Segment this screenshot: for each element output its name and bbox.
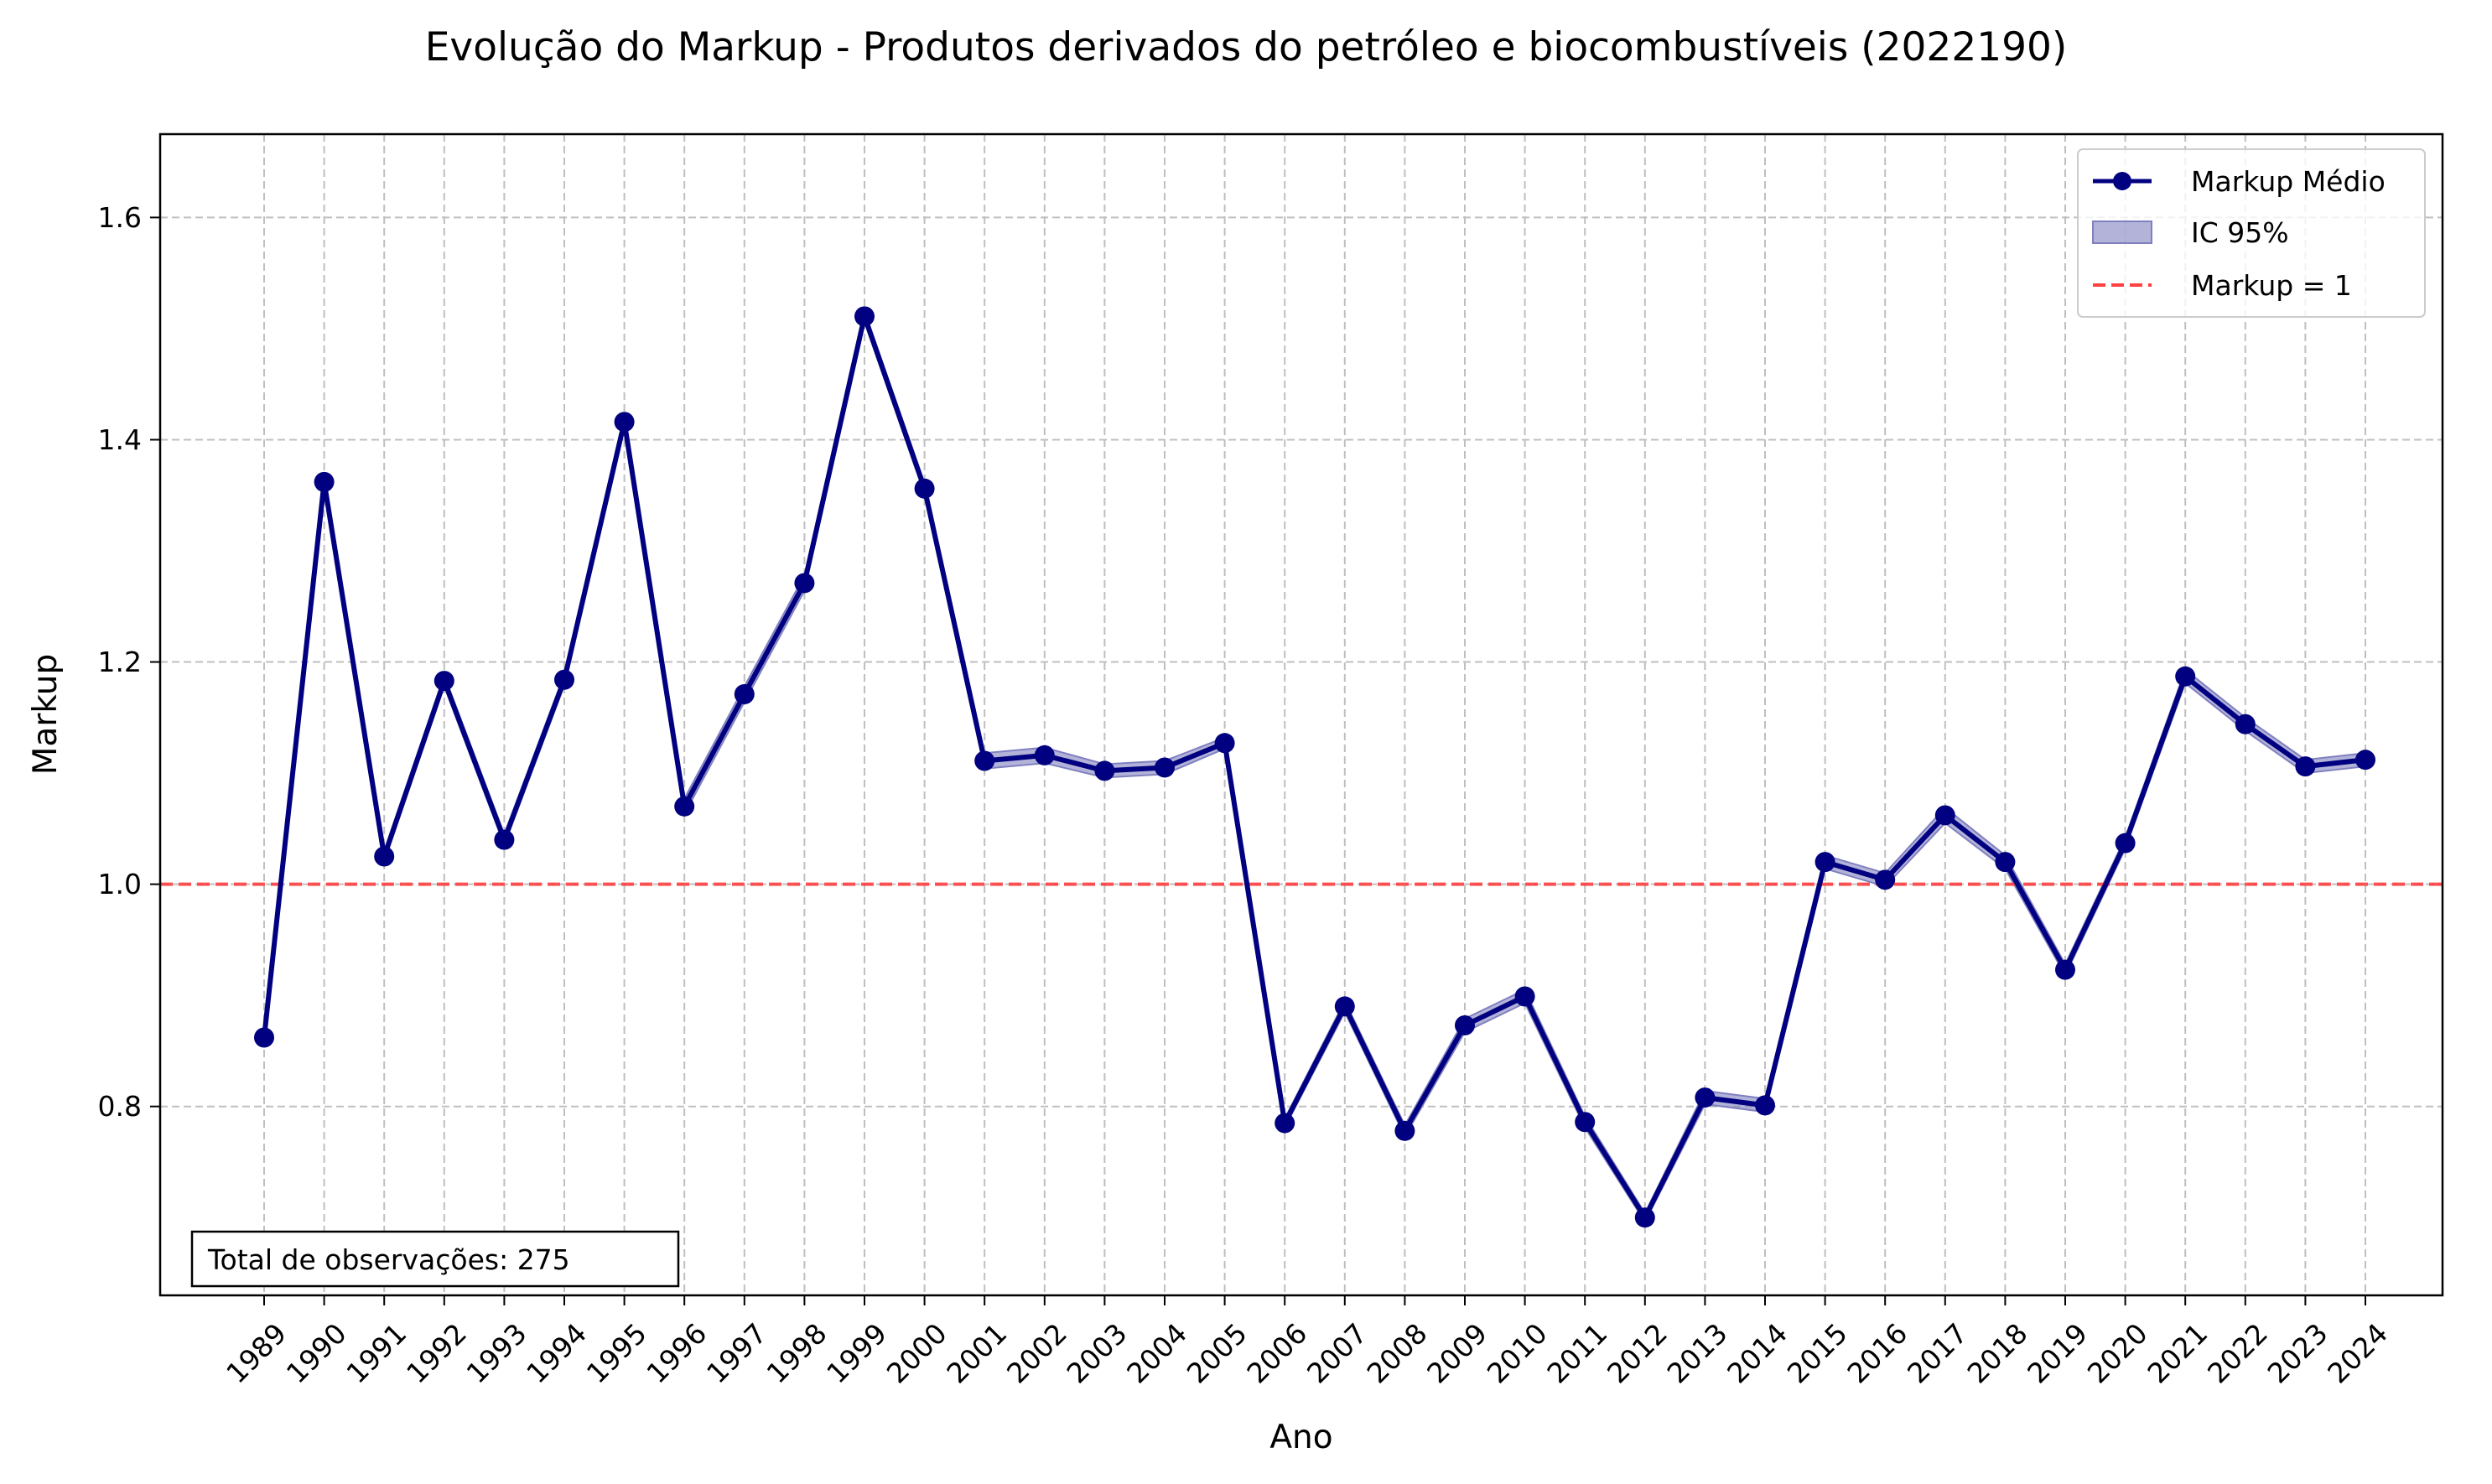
- x-tick-label-2021: 2021: [2141, 1317, 2214, 1390]
- data-point-2001: [974, 750, 995, 771]
- data-point-2016: [1875, 869, 1896, 890]
- x-tick-label-2022: 2022: [2201, 1317, 2274, 1390]
- x-tick-label-2018: 2018: [1961, 1317, 2034, 1390]
- x-tick-label-1993: 1993: [460, 1317, 533, 1390]
- x-tick-label-2004: 2004: [1120, 1317, 1193, 1390]
- x-tick-label-2000: 2000: [880, 1317, 953, 1390]
- x-tick-label-2016: 2016: [1840, 1317, 1913, 1390]
- x-tick-label-2024: 2024: [2321, 1317, 2394, 1390]
- data-point-1999: [854, 306, 875, 327]
- data-point-2012: [1634, 1207, 1655, 1228]
- legend: Markup Médio IC 95% Markup = 1: [2077, 148, 2426, 318]
- x-tick-label-1995: 1995: [580, 1317, 653, 1390]
- data-point-2000: [914, 478, 935, 499]
- data-point-2021: [2175, 666, 2196, 687]
- data-point-2024: [2355, 750, 2375, 771]
- x-tick-label-2012: 2012: [1601, 1317, 1674, 1390]
- x-tick-label-2007: 2007: [1301, 1317, 1373, 1390]
- legend-series-marker: [2113, 172, 2131, 190]
- legend-ci-label: IC 95%: [2191, 216, 2289, 249]
- data-point-1993: [494, 829, 515, 850]
- confidence-interval-band: [263, 308, 2366, 1224]
- x-tick-label-1989: 1989: [220, 1317, 293, 1390]
- observations-note: Total de observações: 275: [190, 1230, 680, 1288]
- data-point-2007: [1334, 996, 1355, 1017]
- data-point-2009: [1455, 1014, 1475, 1035]
- x-tick-label-2015: 2015: [1781, 1317, 1854, 1390]
- legend-reference-label: Markup = 1: [2191, 269, 2352, 302]
- data-point-2011: [1575, 1112, 1596, 1133]
- y-tick-label-1.6: 1.6: [98, 201, 142, 234]
- data-point-1997: [734, 683, 755, 704]
- x-tick-label-1999: 1999: [820, 1317, 893, 1390]
- data-point-2023: [2295, 756, 2316, 777]
- y-tick-label-0.8: 0.8: [98, 1090, 142, 1123]
- x-tick-label-2020: 2020: [2081, 1317, 2154, 1390]
- data-point-1995: [614, 412, 635, 433]
- y-tick-label-1.4: 1.4: [98, 423, 142, 456]
- plot-frame: [158, 132, 2444, 1297]
- x-tick-label-2019: 2019: [2021, 1317, 2094, 1390]
- x-tick-label-1996: 1996: [640, 1317, 713, 1390]
- x-tick-label-2017: 2017: [1901, 1317, 1974, 1390]
- x-tick-label-1997: 1997: [700, 1317, 773, 1390]
- x-tick-label-2003: 2003: [1061, 1317, 1134, 1390]
- x-tick-label-1998: 1998: [761, 1317, 833, 1390]
- x-axis-ticks: 1989199019911992199319941995199619971998…: [220, 1295, 2394, 1390]
- data-point-2010: [1514, 986, 1535, 1007]
- x-tick-label-1992: 1992: [400, 1317, 473, 1390]
- series-line-markup-medio: [262, 314, 2366, 1221]
- data-point-1992: [434, 671, 454, 692]
- x-tick-label-2023: 2023: [2261, 1317, 2334, 1390]
- data-point-1990: [314, 471, 335, 492]
- data-point-2006: [1275, 1113, 1295, 1134]
- x-tick-label-2005: 2005: [1181, 1317, 1254, 1390]
- data-point-2018: [1995, 852, 2016, 873]
- x-tick-label-2013: 2013: [1661, 1317, 1734, 1390]
- x-tick-label-1990: 1990: [280, 1317, 353, 1390]
- data-point-1991: [374, 846, 395, 867]
- observations-note-box: [190, 1230, 680, 1288]
- data-point-2013: [1695, 1087, 1716, 1108]
- y-tick-label-1.0: 1.0: [98, 868, 142, 900]
- data-point-1994: [554, 669, 574, 690]
- data-point-2008: [1394, 1120, 1415, 1141]
- y-axis-ticks: 0.8 1.0 1.2 1.4 1.6: [98, 201, 160, 1123]
- chart-title: Evolução do Markup - Produtos derivados …: [425, 24, 2068, 70]
- y-tick-label-1.2: 1.2: [98, 646, 142, 678]
- data-point-2004: [1155, 757, 1175, 778]
- observations-note-text: Total de observações: 275: [207, 1243, 570, 1276]
- x-axis-label: Ano: [1269, 1419, 1332, 1456]
- x-tick-label-2008: 2008: [1361, 1317, 1434, 1390]
- data-point-1998: [794, 573, 815, 594]
- data-points: [254, 306, 2375, 1228]
- x-tick-label-2009: 2009: [1420, 1317, 1493, 1390]
- data-point-2022: [2235, 713, 2256, 734]
- legend-ci-swatch: [2092, 221, 2152, 244]
- data-point-1996: [674, 796, 695, 817]
- data-point-2002: [1034, 745, 1055, 765]
- data-point-2014: [1755, 1095, 1775, 1116]
- x-tick-label-2010: 2010: [1481, 1317, 1554, 1390]
- data-point-2019: [2055, 959, 2075, 980]
- x-tick-label-2014: 2014: [1721, 1317, 1794, 1390]
- x-tick-label-1991: 1991: [340, 1317, 413, 1390]
- y-axis-label: Markup: [27, 654, 65, 775]
- data-point-1989: [254, 1027, 274, 1048]
- x-tick-label-2011: 2011: [1540, 1317, 1613, 1390]
- data-point-2015: [1814, 852, 1835, 873]
- data-point-2017: [1934, 805, 1955, 826]
- x-tick-label-2006: 2006: [1240, 1317, 1313, 1390]
- data-point-2005: [1214, 733, 1235, 754]
- legend-series-label: Markup Médio: [2191, 165, 2386, 198]
- x-tick-label-1994: 1994: [520, 1317, 593, 1390]
- data-point-2003: [1094, 760, 1115, 781]
- x-tick-label-2002: 2002: [1000, 1317, 1073, 1390]
- data-point-2020: [2115, 833, 2136, 854]
- legend-box: [2077, 148, 2426, 318]
- x-tick-label-2001: 2001: [940, 1317, 1013, 1390]
